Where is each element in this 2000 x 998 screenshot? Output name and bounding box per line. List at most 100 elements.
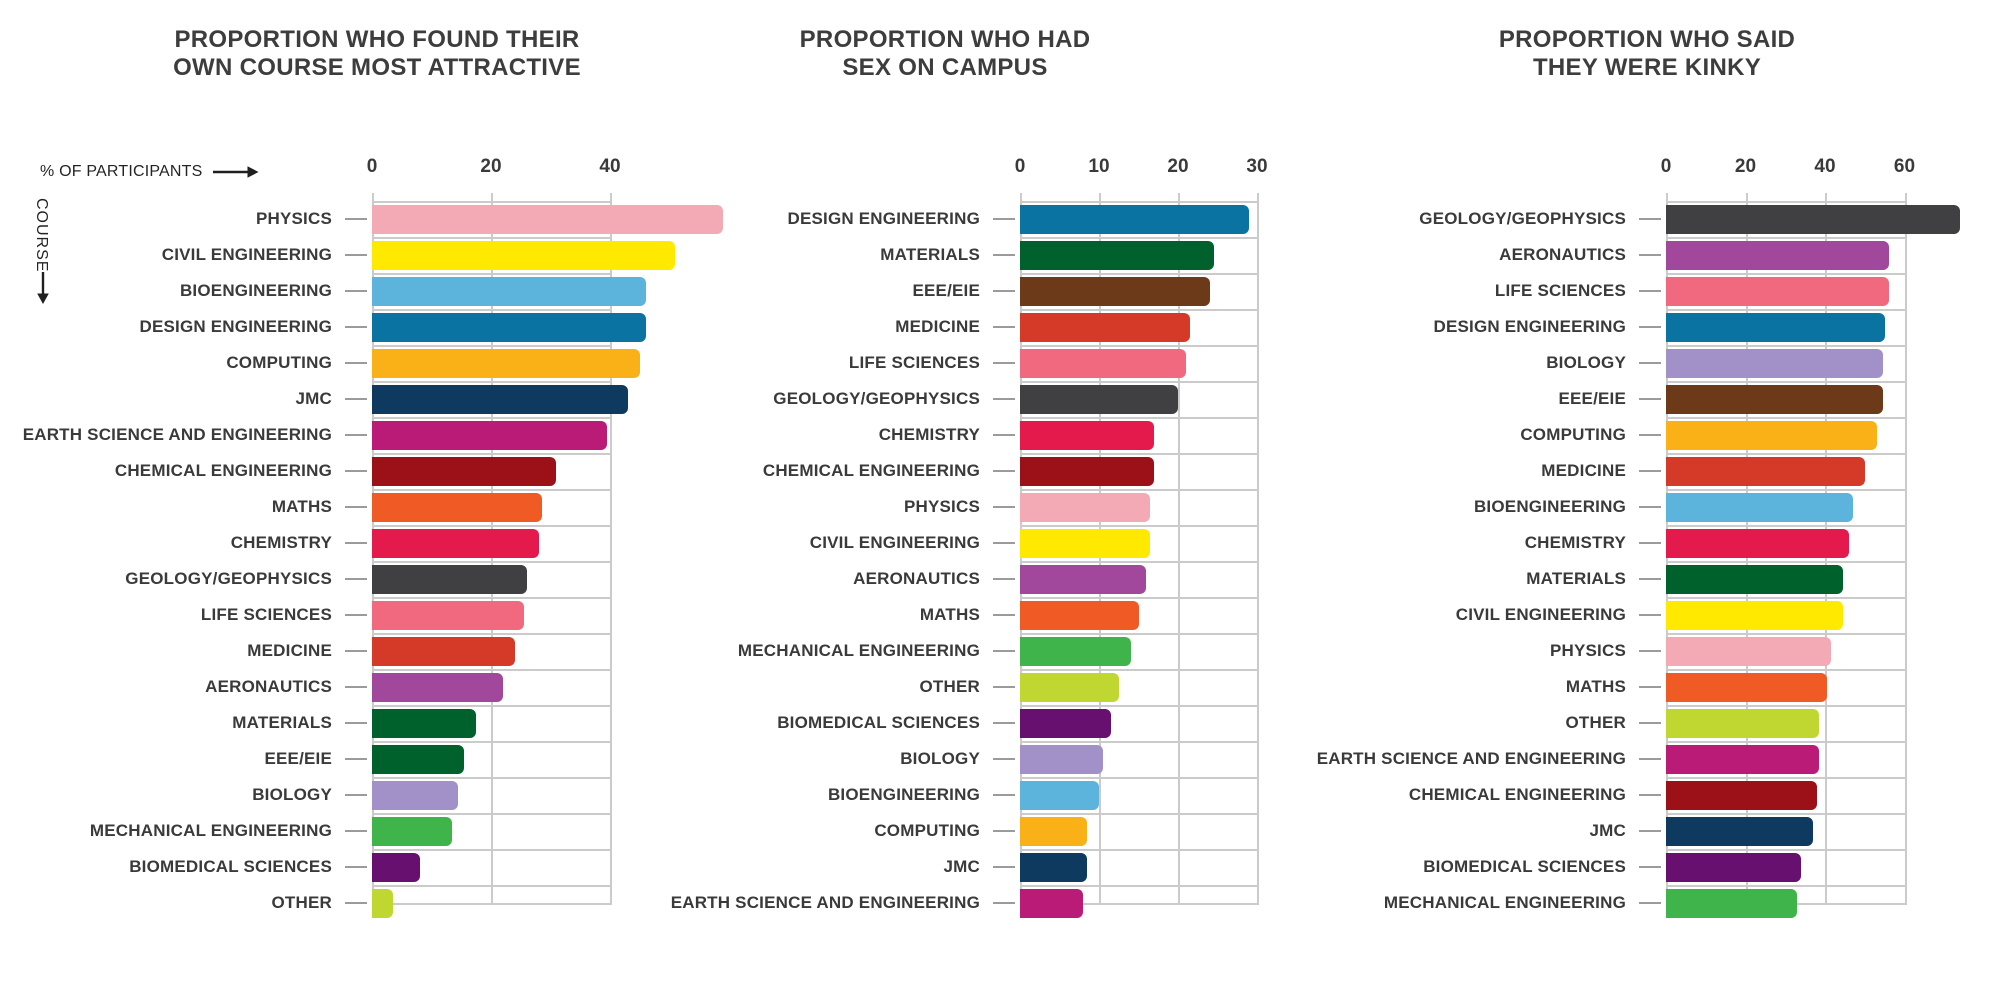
x-axis-annotation: % OF PARTICIPANTS [40, 163, 259, 181]
label-biomedical-sciences: BIOMEDICAL SCIENCES [777, 713, 980, 732]
label-chemistry: CHEMISTRY [878, 425, 980, 444]
leader-dash [1639, 218, 1661, 220]
gridline-horizontal [372, 345, 612, 347]
label-biology: BIOLOGY [900, 749, 980, 768]
gridline-horizontal [1020, 813, 1259, 815]
label-materials: MATERIALS [880, 245, 980, 264]
bar-chemistry [1666, 528, 1849, 558]
label-chemistry: CHEMISTRY [230, 533, 332, 552]
bar-earth-science-and-engineering [372, 420, 608, 450]
leader-dash [993, 326, 1015, 328]
bar-medicine [1666, 456, 1865, 486]
leader-dash [1639, 614, 1661, 616]
gridline-horizontal [1020, 309, 1259, 311]
bar-earth-science-and-engineering [1020, 888, 1084, 918]
gridline-horizontal [372, 201, 612, 203]
gridline-horizontal [1020, 597, 1259, 599]
gridline-horizontal [372, 237, 612, 239]
bar-chemical-engineering [1666, 780, 1818, 810]
bar-chemical-engineering [372, 456, 557, 486]
label-biomedical-sciences: BIOMEDICAL SCIENCES [1423, 857, 1626, 876]
leader-dash [993, 398, 1015, 400]
bar-design-engineering [372, 312, 646, 342]
bar-jmc [372, 384, 628, 414]
label-civil-engineering: CIVIL ENGINEERING [809, 533, 980, 552]
leader-dash [993, 290, 1015, 292]
label-chemical-engineering: CHEMICAL ENGINEERING [114, 461, 332, 480]
label-chemistry: CHEMISTRY [1524, 533, 1626, 552]
bar-materials [372, 708, 477, 738]
label-earth-science-and-engineering: EARTH SCIENCE AND ENGINEERING [1316, 749, 1626, 768]
label-other: OTHER [271, 893, 332, 912]
label-mechanical-engineering: MECHANICAL ENGINEERING [737, 641, 980, 660]
leader-dash [993, 614, 1015, 616]
leader-dash [1639, 650, 1661, 652]
right-arrow-icon [212, 165, 259, 179]
leader-dash [345, 254, 367, 256]
gridline-horizontal [372, 777, 612, 779]
bar-bioengineering [1020, 780, 1099, 810]
label-life-sciences: LIFE SCIENCES [1494, 281, 1626, 300]
chart-title-1-line-1: PROPORTION WHO FOUND THEIR [174, 26, 580, 53]
gridline-horizontal [1020, 777, 1259, 779]
gridline-horizontal [372, 705, 612, 707]
bar-jmc [1020, 852, 1088, 882]
leader-dash [993, 722, 1015, 724]
bar-design-engineering [1666, 312, 1885, 342]
gridline-horizontal [372, 309, 612, 311]
label-eee-eie: EEE/EIE [912, 281, 980, 300]
label-biomedical-sciences: BIOMEDICAL SCIENCES [129, 857, 332, 876]
leader-dash [345, 506, 367, 508]
leader-dash [993, 470, 1015, 472]
leader-dash [345, 290, 367, 292]
chart-title-1: PROPORTION WHO FOUND THEIR OWN COURSE MOS… [57, 26, 697, 82]
gridline-horizontal [1020, 561, 1259, 563]
bar-physics [1666, 636, 1831, 666]
label-physics: PHYSICS [255, 209, 332, 228]
leader-dash [1639, 470, 1661, 472]
bar-life-sciences [1666, 276, 1889, 306]
label-eee-eie: EEE/EIE [1558, 389, 1626, 408]
label-design-engineering: DESIGN ENGINEERING [787, 209, 980, 228]
gridline-horizontal [1020, 705, 1259, 707]
label-maths: MATHS [1565, 677, 1626, 696]
label-medicine: MEDICINE [895, 317, 980, 336]
bar-bioengineering [372, 276, 646, 306]
leader-dash [345, 794, 367, 796]
leader-dash [993, 794, 1015, 796]
leader-dash [993, 902, 1015, 904]
gridline-horizontal [1666, 705, 1907, 707]
chart-title-3-line-1: PROPORTION WHO SAID [1498, 26, 1796, 53]
x-tick-label-30: 30 [1246, 156, 1268, 177]
leader-dash [993, 866, 1015, 868]
leader-dash [345, 686, 367, 688]
leader-dash [993, 254, 1015, 256]
bar-eee-eie [372, 744, 465, 774]
gridline-horizontal [1020, 885, 1259, 887]
bar-chemistry [1020, 420, 1155, 450]
leader-dash [1639, 362, 1661, 364]
leader-dash [1639, 722, 1661, 724]
gridline-horizontal [372, 453, 612, 455]
gridline-horizontal [372, 849, 612, 851]
x-tick-label-40: 40 [1814, 156, 1836, 177]
gridline-horizontal [372, 813, 612, 815]
label-mechanical-engineering: MECHANICAL ENGINEERING [89, 821, 332, 840]
leader-dash [1639, 254, 1661, 256]
bar-medicine [1020, 312, 1190, 342]
leader-dash [993, 434, 1015, 436]
gridline-horizontal [1020, 201, 1259, 203]
bar-life-sciences [372, 600, 524, 630]
label-bioengineering: BIOENGINEERING [827, 785, 980, 804]
gridline-horizontal [1666, 381, 1907, 383]
gridline-horizontal [1020, 345, 1259, 347]
leader-dash [1639, 758, 1661, 760]
gridline-horizontal [372, 489, 612, 491]
bar-bioengineering [1666, 492, 1853, 522]
leader-dash [345, 542, 367, 544]
x-tick-label-40: 40 [599, 156, 621, 177]
gridline-horizontal [1666, 813, 1907, 815]
label-jmc: JMC [943, 857, 980, 876]
gridline-horizontal [1020, 273, 1259, 275]
leader-dash [345, 326, 367, 328]
